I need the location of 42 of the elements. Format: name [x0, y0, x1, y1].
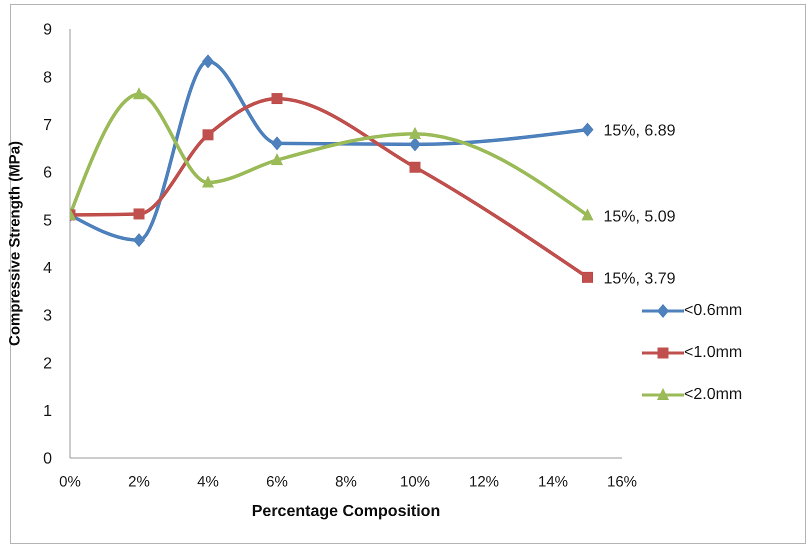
data-label: 15%, 5.09: [604, 208, 676, 226]
legend-label: <2.0mm: [684, 386, 742, 404]
y-tick-label: 2: [43, 355, 52, 372]
y-tick-label: 7: [43, 117, 52, 134]
point: [271, 153, 283, 166]
point: [133, 233, 145, 248]
x-tick-label: 8%: [335, 474, 357, 491]
y-tick-label: 5: [43, 212, 52, 230]
point: [272, 93, 282, 104]
y-tick-label: 6: [43, 164, 52, 182]
y-tick-label: 3: [43, 308, 52, 325]
x-tick-label: 12%: [468, 474, 500, 491]
y-tick-label: 8: [43, 69, 52, 86]
point: [202, 54, 214, 68]
point: [410, 162, 420, 173]
x-tick-label: 6%: [266, 474, 288, 491]
point: [582, 122, 594, 137]
x-tick-label: 16%: [606, 474, 638, 491]
x-axis-title: Percentage Composition: [252, 503, 440, 520]
x-tick-label: 14%: [538, 474, 568, 491]
x-tick-label: 10%: [400, 474, 430, 491]
point: [582, 272, 593, 283]
y-tick-label: 4: [43, 260, 52, 278]
data-label: 15%, 3.79: [604, 270, 676, 288]
x-tick-label: 0%: [59, 474, 81, 491]
point: [409, 137, 421, 152]
point: [582, 208, 594, 220]
x-tick-label: 2%: [128, 474, 150, 491]
y-tick-label: 0: [43, 450, 52, 468]
point: [134, 208, 144, 220]
point: [202, 129, 214, 140]
legend-label: <1.0mm: [684, 344, 742, 362]
point: [409, 126, 421, 139]
point: [202, 175, 214, 188]
point: [133, 87, 145, 100]
y-tick-label: 1: [43, 403, 52, 420]
data-label: 15%, 6.89: [604, 122, 676, 140]
y-axis-title: Compressive Strength (MPa): [6, 140, 24, 346]
y-tick-label: 9: [43, 22, 52, 39]
point: [271, 136, 283, 150]
x-tick-label: 4%: [197, 474, 219, 491]
legend-label: <0.6mm: [684, 302, 742, 320]
